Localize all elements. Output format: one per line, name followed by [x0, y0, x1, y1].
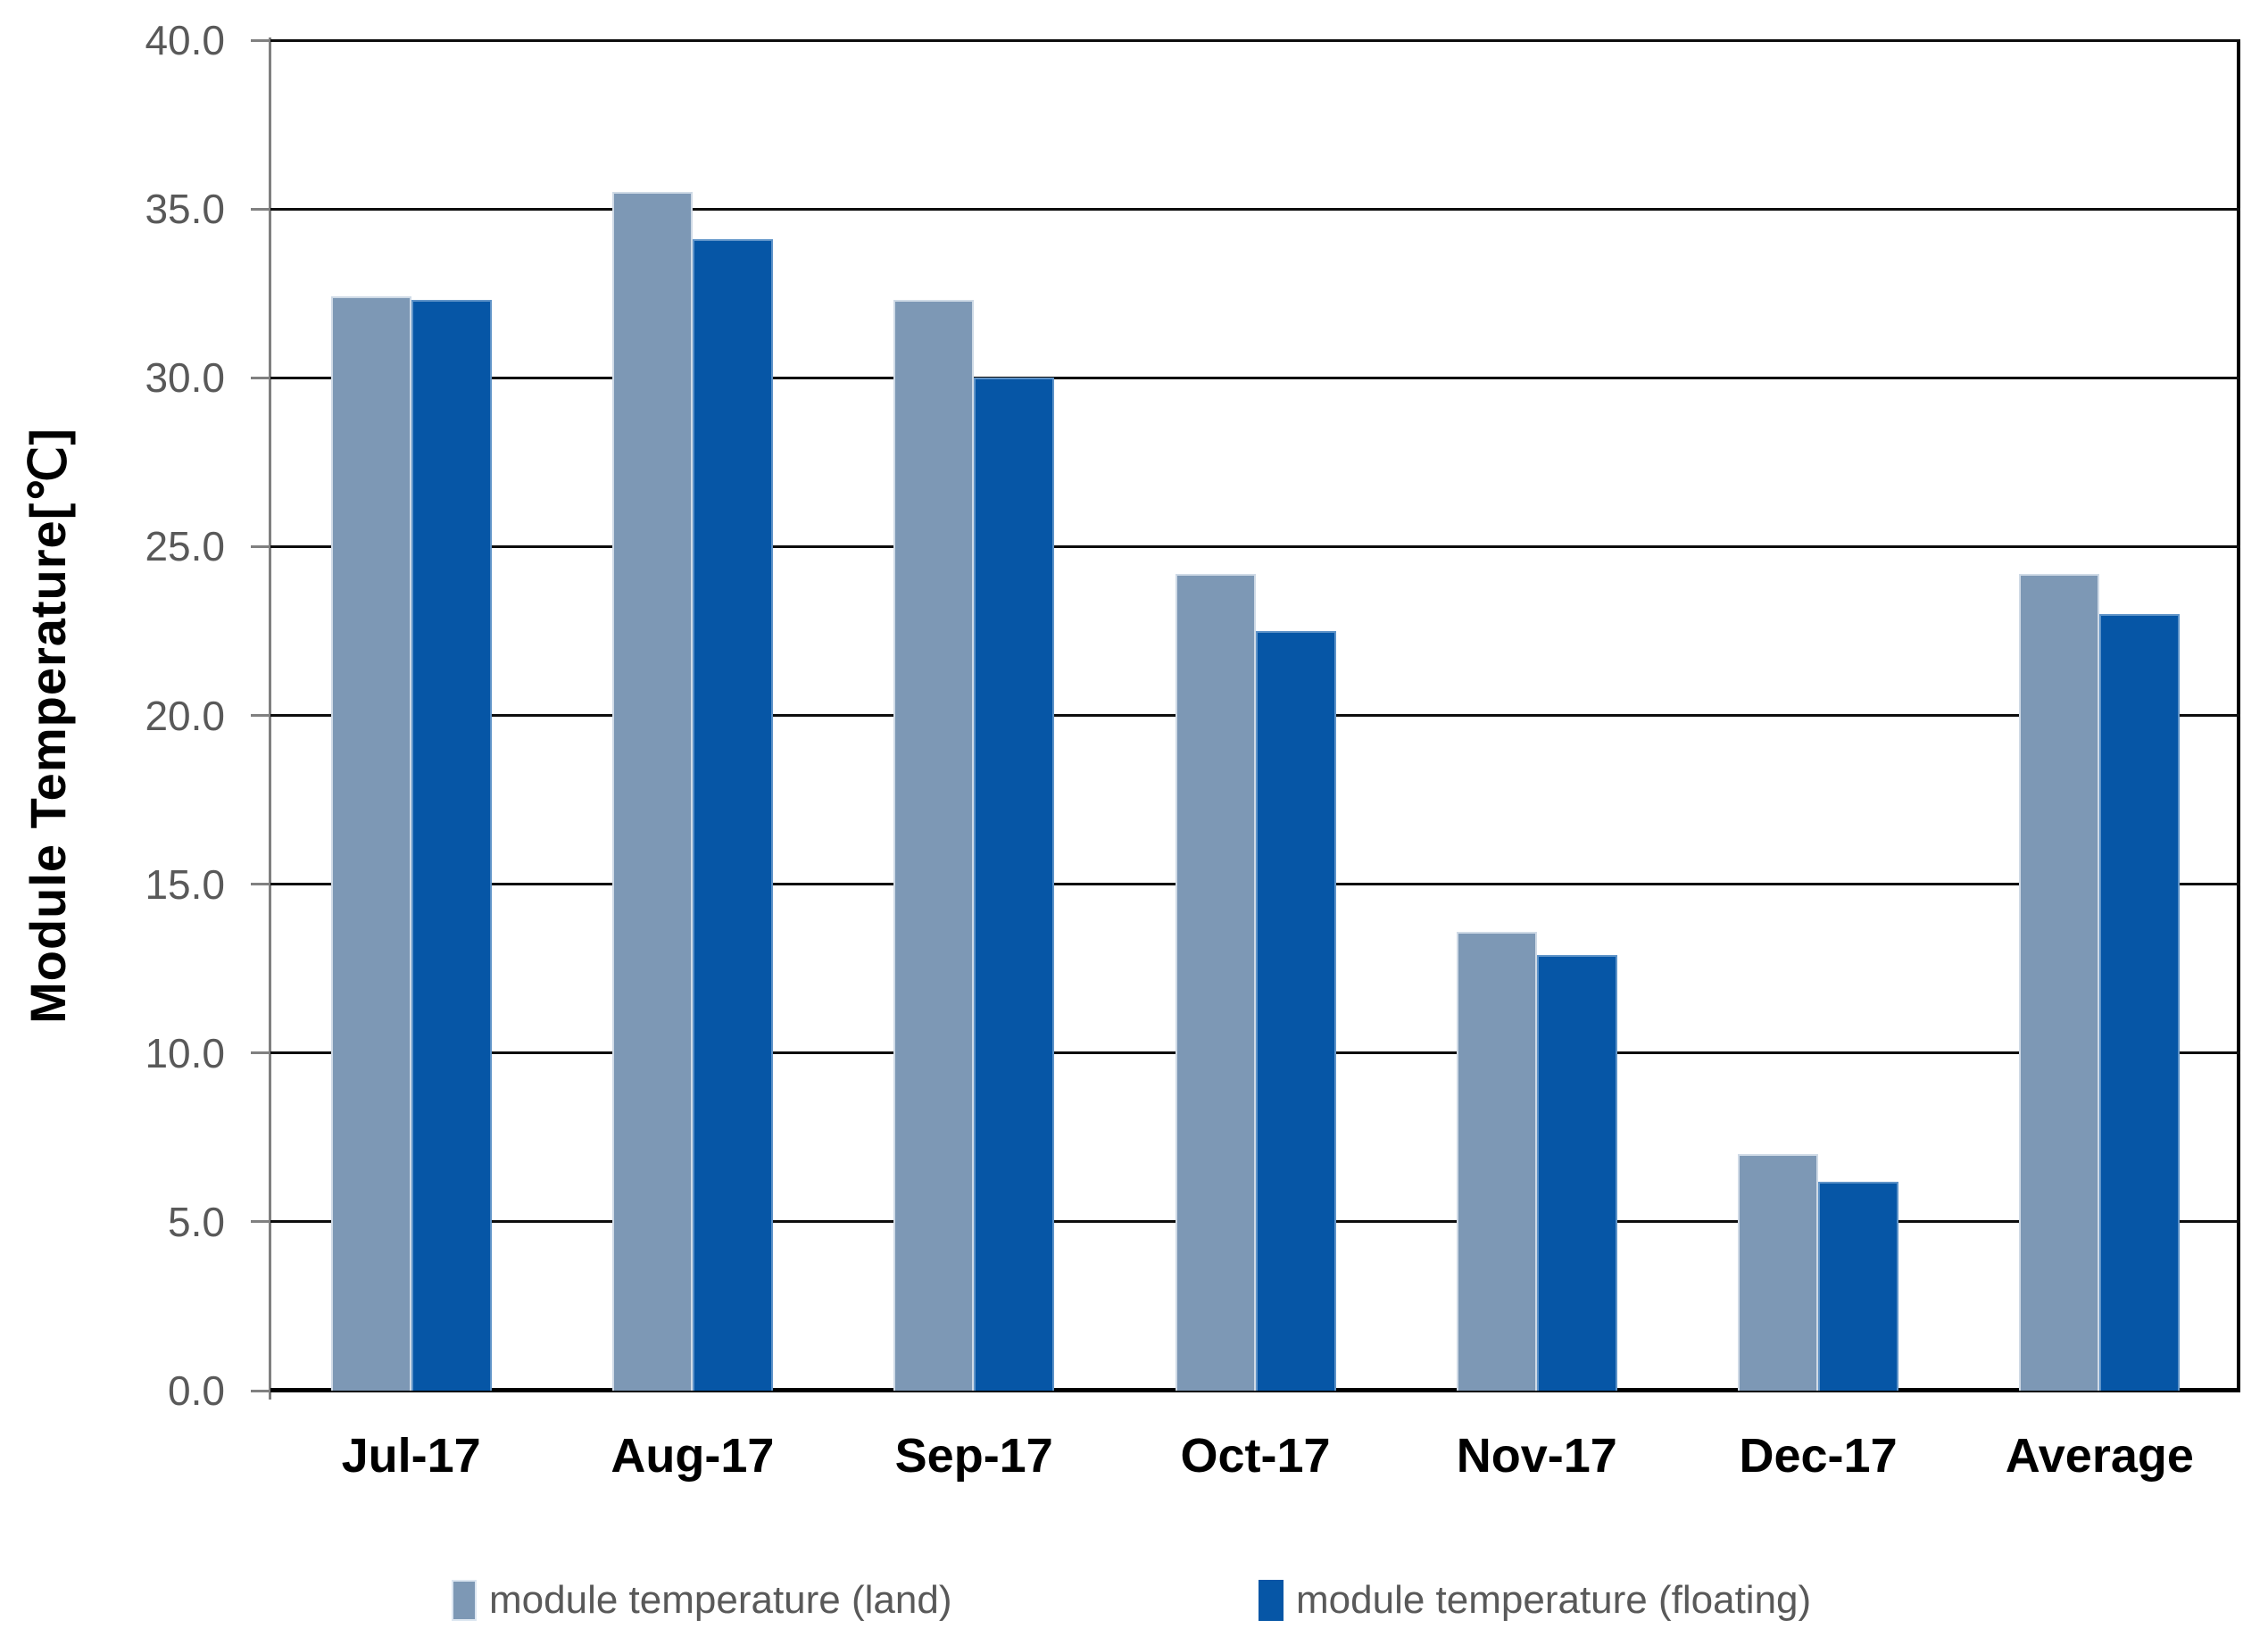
bar-land-Jul-17	[330, 296, 411, 1391]
gridline-25.0	[270, 544, 2240, 548]
y-tick-label-5.0: 5.0	[168, 1198, 225, 1245]
y-tick-label-35.0: 35.0	[145, 186, 225, 233]
bar-floating-Jul-17	[411, 300, 492, 1391]
y-tick-label-30.0: 30.0	[145, 354, 225, 402]
x-category-label-Aug-17: Aug-17	[611, 1429, 775, 1483]
bar-land-Sep-17	[893, 300, 975, 1391]
x-category-label-Average: Average	[2005, 1429, 2194, 1483]
y-tick-15.0	[251, 883, 269, 886]
plot-area	[270, 38, 2240, 1392]
y-tick-label-15.0: 15.0	[145, 860, 225, 908]
legend-label-land: module temperature (land)	[489, 1578, 952, 1622]
y-tick-label-20.0: 20.0	[145, 692, 225, 739]
bar-floating-Aug-17	[692, 239, 773, 1391]
legend-swatch-land	[452, 1580, 477, 1621]
x-category-label-Nov-17: Nov-17	[1456, 1429, 1617, 1483]
legend-item-floating: module temperature (floating)	[1259, 1575, 1811, 1625]
bar-floating-Dec-17	[1818, 1181, 1899, 1391]
x-category-label-Sep-17: Sep-17	[894, 1429, 1053, 1483]
y-tick-label-0.0: 0.0	[168, 1367, 225, 1414]
bar-floating-Nov-17	[1536, 955, 1617, 1391]
y-tick-30.0	[251, 376, 269, 379]
y-tick-20.0	[251, 714, 269, 717]
y-tick-25.0	[251, 544, 269, 548]
bar-floating-Average	[2099, 614, 2181, 1391]
y-tick-label-40.0: 40.0	[145, 17, 225, 63]
x-category-label-Jul-17: Jul-17	[341, 1429, 481, 1483]
y-tick-0.0	[251, 1389, 269, 1392]
y-tick-label-10.0: 10.0	[145, 1029, 225, 1076]
bar-land-Average	[2019, 573, 2100, 1391]
bar-land-Aug-17	[611, 192, 693, 1391]
x-category-label-Dec-17: Dec-17	[1739, 1429, 1898, 1483]
gridline-35.0	[270, 207, 2240, 211]
legend-item-land: module temperature (land)	[452, 1575, 951, 1625]
bar-land-Dec-17	[1738, 1154, 1819, 1391]
bar-land-Oct-17	[1175, 573, 1256, 1391]
y-tick-label-25.0: 25.0	[145, 523, 225, 570]
y-axis-line	[269, 37, 271, 1400]
gridline-30.0	[270, 376, 2240, 379]
bar-floating-Sep-17	[974, 378, 1055, 1391]
x-category-label-Oct-17: Oct-17	[1180, 1429, 1331, 1483]
gridline-40.0	[270, 38, 2240, 42]
bar-land-Nov-17	[1456, 931, 1537, 1391]
y-tick-10.0	[251, 1051, 269, 1055]
y-tick-35.0	[251, 207, 269, 211]
bar-floating-Oct-17	[1255, 630, 1336, 1391]
legend-label-floating: module temperature (floating)	[1296, 1578, 1812, 1622]
legend-swatch-floating	[1259, 1580, 1284, 1621]
y-tick-40.0	[251, 38, 269, 42]
y-tick-5.0	[251, 1220, 269, 1224]
